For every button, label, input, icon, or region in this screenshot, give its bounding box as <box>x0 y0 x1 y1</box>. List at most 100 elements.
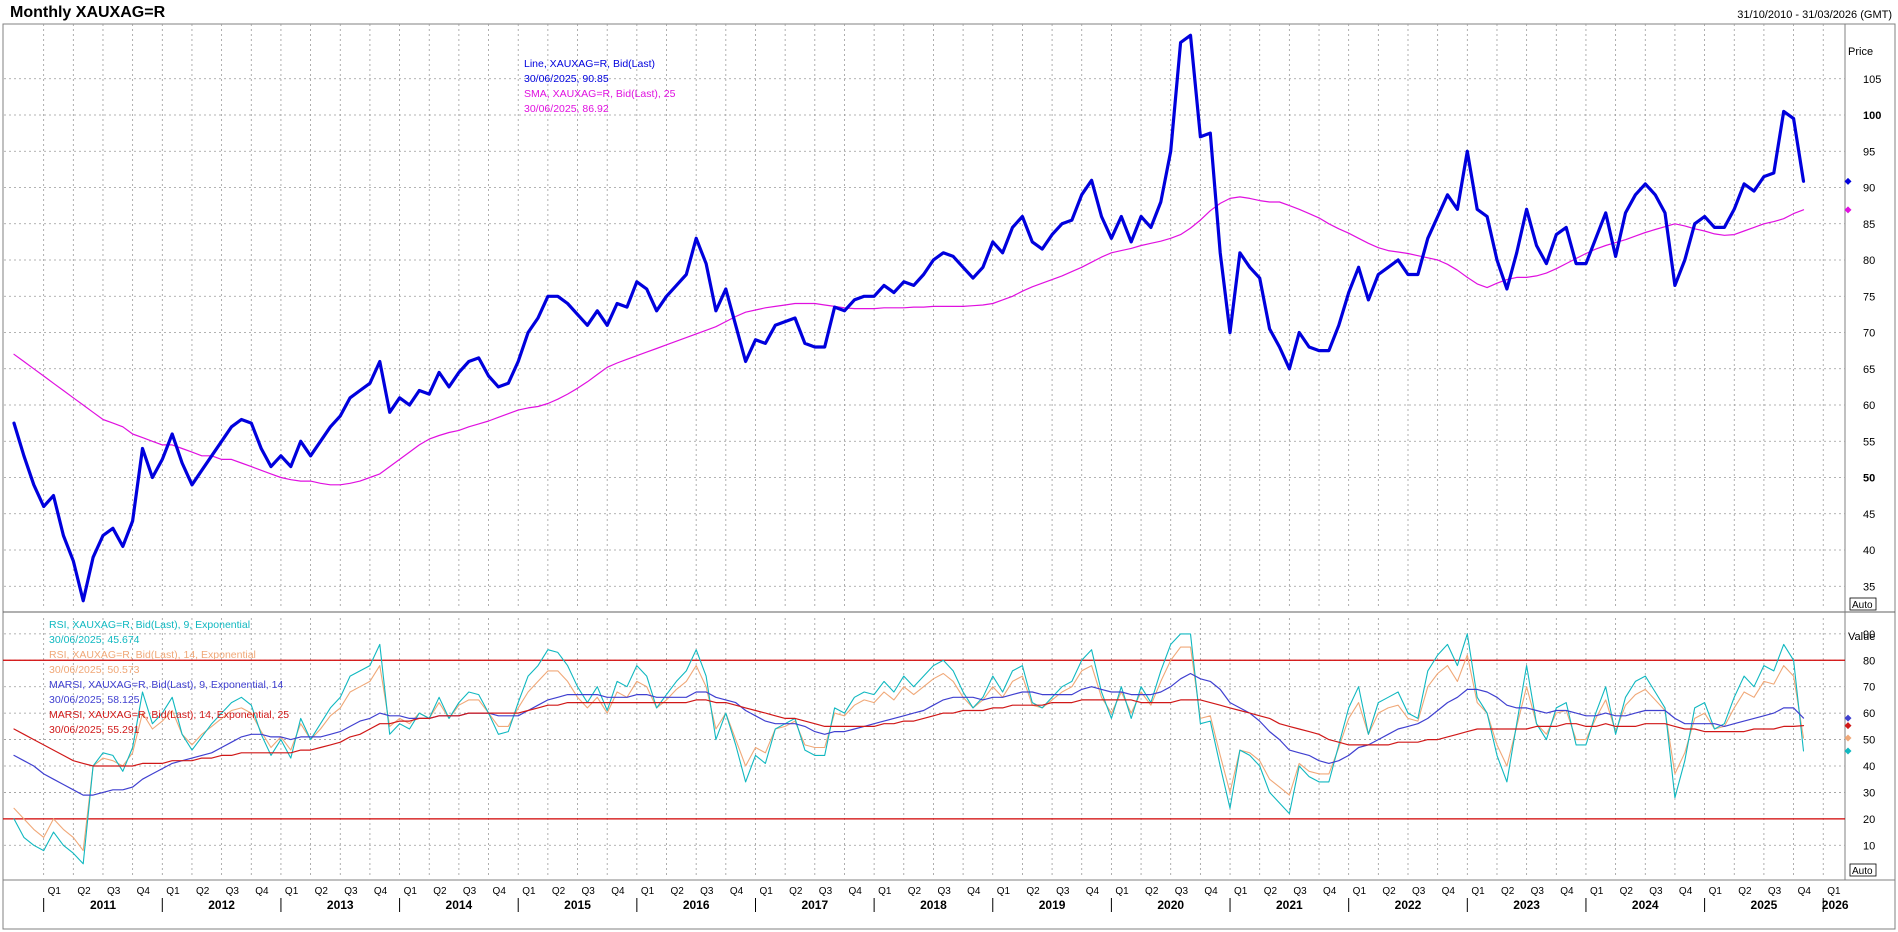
chart-title: Monthly XAUXAG=R <box>10 4 166 21</box>
indicator-legend-entry: MARSI, XAUXAG=R, Bid(Last), 14, Exponent… <box>49 709 289 721</box>
quarter-tick-label: Q2 <box>433 886 447 897</box>
price-last-marker <box>1844 177 1852 185</box>
quarter-tick-label: Q1 <box>997 886 1011 897</box>
quarter-tick-label: Q4 <box>1442 886 1456 897</box>
quarter-tick-label: Q2 <box>1145 886 1159 897</box>
rsi-14-line <box>13 646 1805 852</box>
indicator-auto-label: Auto <box>1852 866 1873 877</box>
year-tick-label: 2021 <box>1276 898 1303 912</box>
quarter-tick-label: Q1 <box>641 886 655 897</box>
quarter-tick-label: Q3 <box>1056 886 1070 897</box>
quarter-tick-label: Q3 <box>1293 886 1307 897</box>
quarter-tick-label: Q3 <box>1412 886 1426 897</box>
indicator-legend-entry: 30/06/2025, 50.573 <box>49 664 140 676</box>
quarter-tick-label: Q2 <box>1382 886 1396 897</box>
quarter-tick-label: Q4 <box>137 886 151 897</box>
indicator-y-tick: 50 <box>1863 735 1875 747</box>
quarter-tick-label: Q4 <box>611 886 625 897</box>
quarter-tick-label: Q4 <box>848 886 862 897</box>
year-tick-label: 2018 <box>920 898 947 912</box>
quarter-tick-label: Q3 <box>582 886 596 897</box>
indicator-auto-button[interactable] <box>1849 863 1877 877</box>
quarter-tick-label: Q2 <box>315 886 329 897</box>
indicator-y-tick: 60 <box>1863 708 1875 720</box>
quarter-tick-label: Q1 <box>48 886 62 897</box>
quarter-tick-label: Q1 <box>404 886 418 897</box>
quarter-tick-label: Q1 <box>1234 886 1248 897</box>
quarter-tick-label: Q1 <box>285 886 299 897</box>
quarter-tick-label: Q3 <box>1531 886 1545 897</box>
indicator-legend-entry: RSI, XAUXAG=R, Bid(Last), 14, Exponentia… <box>49 649 256 661</box>
year-tick-label: 2013 <box>327 898 354 912</box>
quarter-tick-label: Q1 <box>878 886 892 897</box>
quarter-tick-label: Q4 <box>1560 886 1574 897</box>
year-tick-label: 2022 <box>1395 898 1422 912</box>
quarter-tick-label: Q2 <box>552 886 566 897</box>
indicator-y-tick: 20 <box>1863 814 1875 826</box>
quarter-tick-label: Q4 <box>1323 886 1337 897</box>
quarter-tick-label: Q2 <box>77 886 91 897</box>
year-tick-label: 2024 <box>1632 898 1659 912</box>
year-tick-label: 2014 <box>446 898 473 912</box>
indicator-axis-title: Value <box>1848 631 1875 643</box>
quarter-tick-label: Q4 <box>493 886 507 897</box>
indicator-y-tick: 40 <box>1863 761 1875 773</box>
price-y-tick: 80 <box>1863 255 1875 267</box>
quarter-tick-label: Q4 <box>255 886 269 897</box>
quarter-tick-label: Q4 <box>730 886 744 897</box>
quarter-tick-label: Q1 <box>1115 886 1129 897</box>
rsi-9-last-marker <box>1844 747 1852 755</box>
chart-frame <box>2 23 1896 930</box>
quarter-tick-label: Q4 <box>1798 886 1812 897</box>
quarter-tick-label: Q3 <box>819 886 833 897</box>
year-tick-label: 2026 <box>1822 898 1849 912</box>
rsi-14-last-marker <box>1844 734 1852 742</box>
quarter-tick-label: Q2 <box>789 886 803 897</box>
price-y-tick: 100 <box>1863 110 1881 122</box>
year-tick-label: 2025 <box>1751 898 1778 912</box>
price-y-tick: 90 <box>1863 183 1875 195</box>
quarter-tick-label: Q2 <box>196 886 210 897</box>
indicator-legend-entry: MARSI, XAUXAG=R, Bid(Last), 9, Exponenti… <box>49 679 283 691</box>
indicator-legend-entry: 30/06/2025, 58.125 <box>49 694 140 706</box>
quarter-tick-label: Q4 <box>374 886 388 897</box>
quarter-tick-label: Q3 <box>1649 886 1663 897</box>
quarter-tick-label: Q2 <box>1026 886 1040 897</box>
quarter-tick-label: Q1 <box>1709 886 1723 897</box>
quarter-tick-label: Q2 <box>1620 886 1634 897</box>
date-range-label: 31/10/2010 - 31/03/2026 (GMT) <box>1737 9 1892 21</box>
quarter-tick-label: Q3 <box>463 886 477 897</box>
year-tick-label: 2020 <box>1157 898 1184 912</box>
price-axis-title: Price <box>1848 46 1873 58</box>
quarter-tick-label: Q4 <box>967 886 981 897</box>
indicator-y-tick: 30 <box>1863 787 1875 799</box>
price-y-tick: 60 <box>1863 400 1875 412</box>
price-line <box>12 33 1806 603</box>
quarter-tick-label: Q3 <box>1768 886 1782 897</box>
quarter-tick-label: Q3 <box>226 886 240 897</box>
sma-last-marker <box>1844 206 1852 214</box>
price-legend-entry: Line, XAUXAG=R, Bid(Last) <box>524 58 655 70</box>
year-tick-label: 2017 <box>801 898 828 912</box>
quarter-tick-label: Q1 <box>1471 886 1485 897</box>
price-auto-label: Auto <box>1852 600 1873 611</box>
marsi-9-last-marker <box>1844 714 1852 722</box>
price-legend-entry: 30/06/2025, 90.85 <box>524 73 609 85</box>
price-legend-entry: 30/06/2025, 86.92 <box>524 103 609 115</box>
price-y-tick: 35 <box>1863 581 1875 593</box>
quarter-tick-label: Q2 <box>908 886 922 897</box>
gridlines <box>4 24 1845 877</box>
quarter-tick-label: Q1 <box>759 886 773 897</box>
rsi-9-line <box>13 633 1805 865</box>
quarter-tick-label: Q1 <box>1827 886 1841 897</box>
price-y-tick: 55 <box>1863 436 1875 448</box>
marsi-9-line <box>13 672 1805 796</box>
quarter-tick-label: Q4 <box>1679 886 1693 897</box>
quarter-tick-label: Q1 <box>1590 886 1604 897</box>
indicator-legend-entry: 30/06/2025, 55.291 <box>49 724 140 736</box>
price-auto-button[interactable] <box>1849 597 1877 611</box>
indicator-y-tick: 90 <box>1863 629 1875 641</box>
quarter-tick-label: Q1 <box>166 886 180 897</box>
price-y-tick: 95 <box>1863 146 1875 158</box>
